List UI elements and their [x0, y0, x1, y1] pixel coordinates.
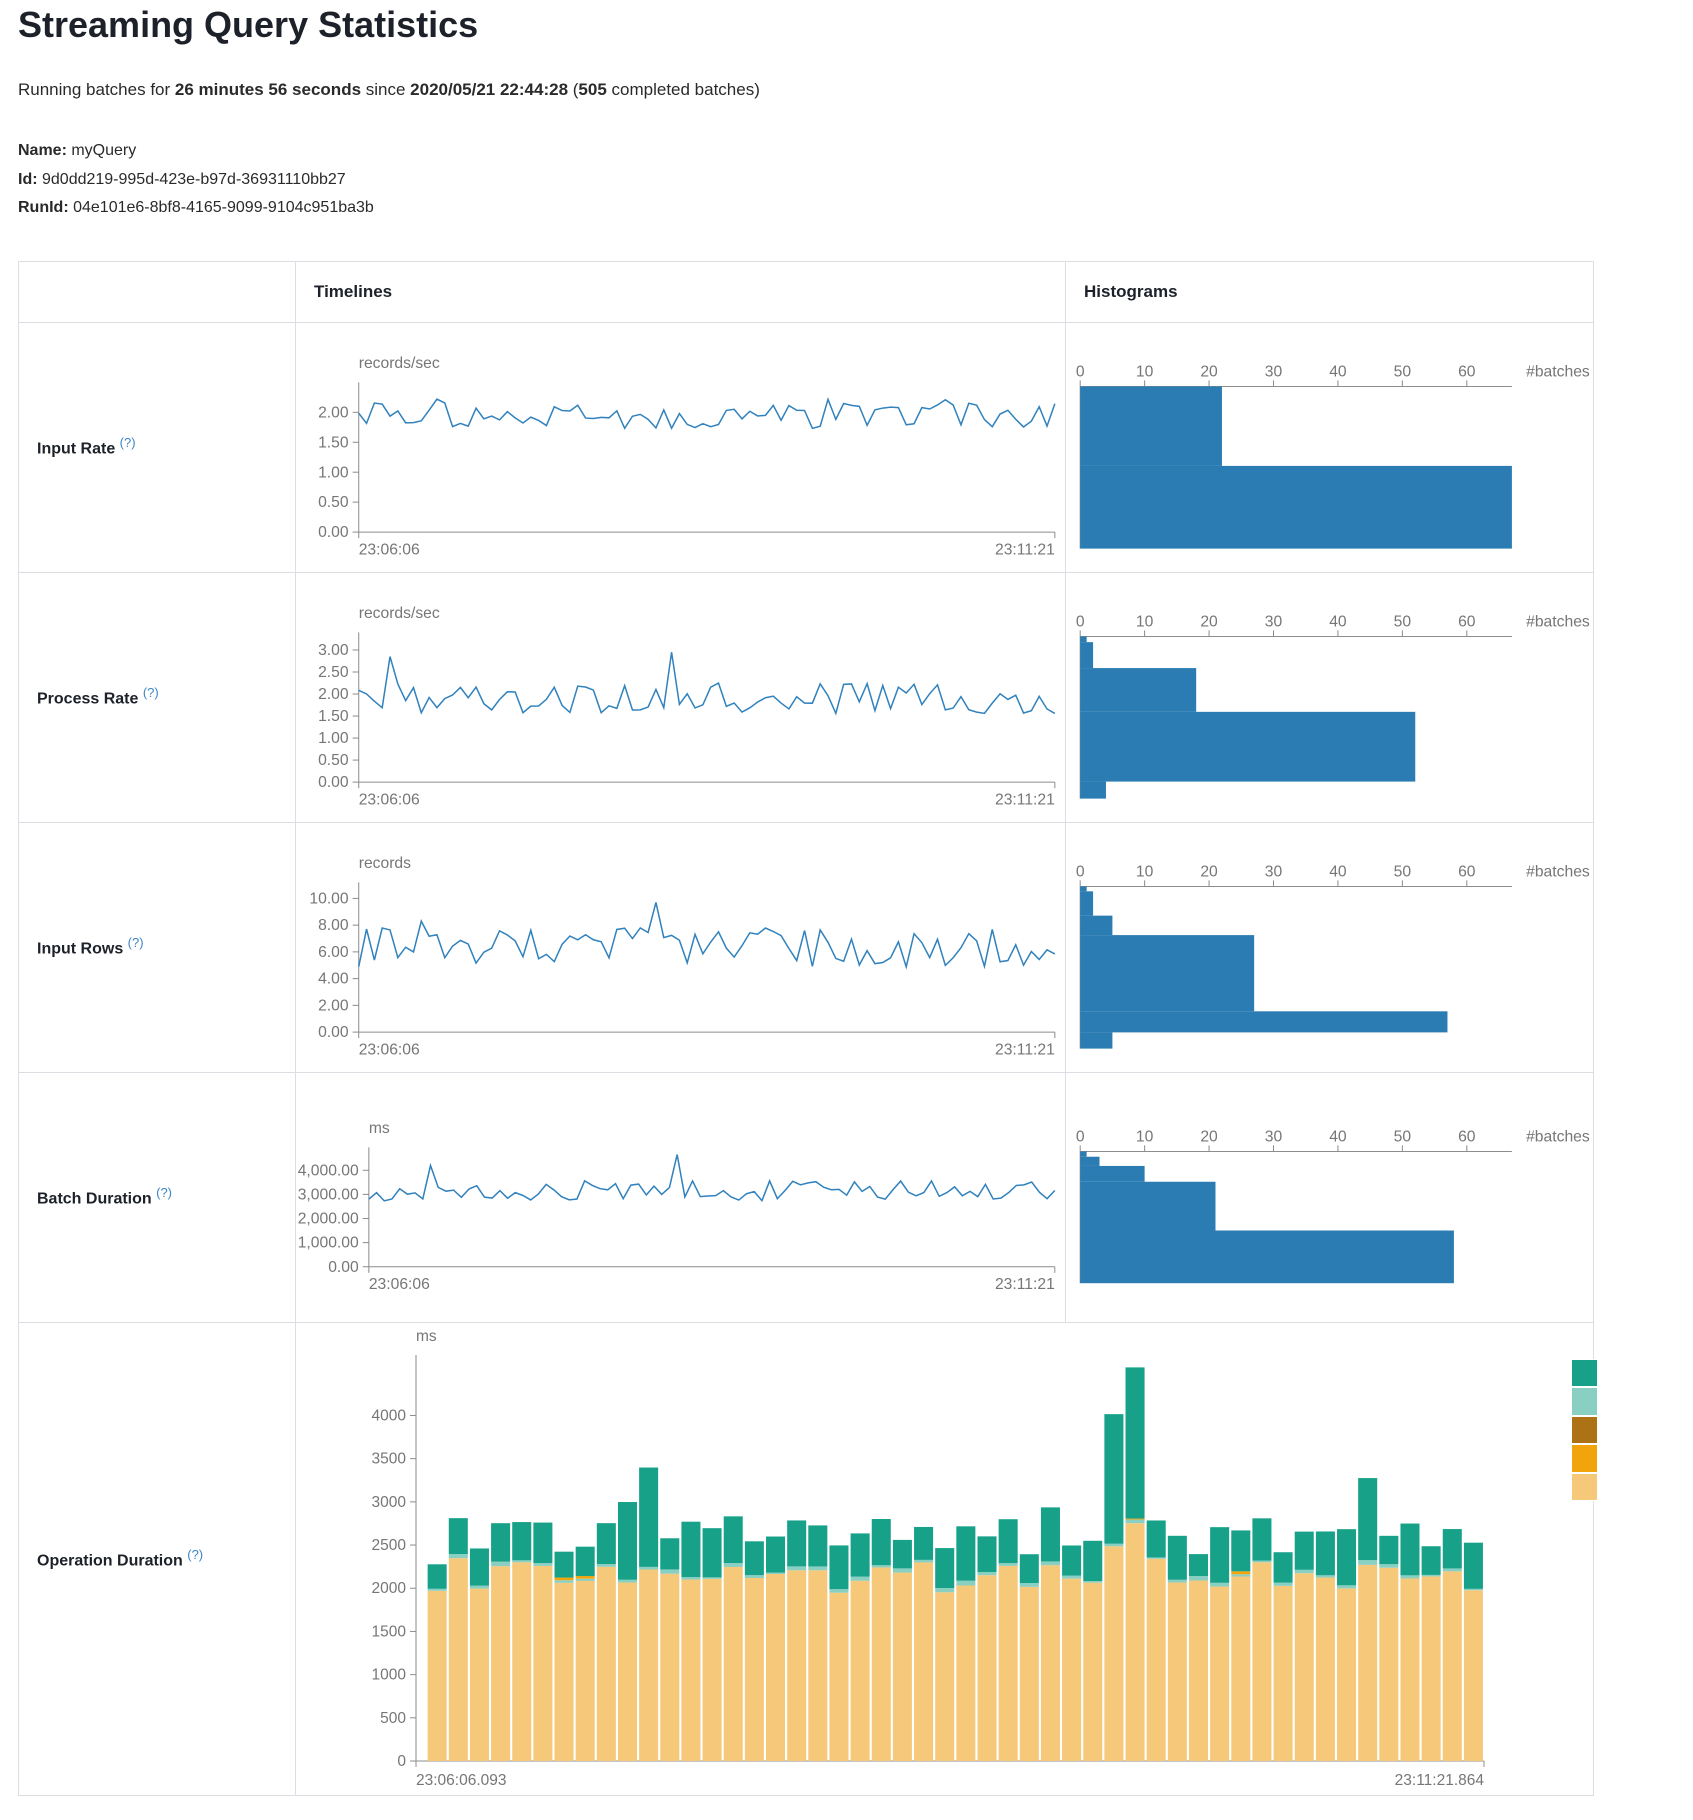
svg-text:0: 0 — [1076, 613, 1085, 630]
svg-text:0.50: 0.50 — [318, 752, 349, 769]
svg-text:0.00: 0.00 — [318, 774, 349, 791]
svg-text:50: 50 — [1394, 613, 1412, 630]
svg-text:23:11:21: 23:11:21 — [995, 1041, 1055, 1058]
svg-text:23:06:06: 23:06:06 — [359, 541, 420, 558]
svg-text:1.50: 1.50 — [318, 708, 349, 725]
svg-text:50: 50 — [1394, 1128, 1412, 1145]
svg-text:1500: 1500 — [372, 1623, 407, 1640]
svg-text:20: 20 — [1200, 1128, 1218, 1145]
svg-text:30: 30 — [1265, 363, 1283, 380]
svg-text:23:06:06: 23:06:06 — [359, 791, 420, 808]
svg-text:23:11:21: 23:11:21 — [995, 791, 1055, 808]
svg-text:10: 10 — [1136, 613, 1154, 630]
svg-text:23:06:06: 23:06:06 — [369, 1276, 430, 1293]
svg-text:6.00: 6.00 — [318, 944, 349, 961]
svg-text:50: 50 — [1394, 363, 1412, 380]
svg-text:60: 60 — [1458, 613, 1476, 630]
svg-text:23:06:06: 23:06:06 — [359, 1041, 420, 1058]
svg-text:23:11:21: 23:11:21 — [995, 541, 1055, 558]
svg-text:30: 30 — [1265, 1128, 1283, 1145]
svg-text:0: 0 — [1076, 1128, 1085, 1145]
svg-text:4,000.00: 4,000.00 — [298, 1162, 359, 1179]
svg-text:3000: 3000 — [372, 1493, 407, 1510]
svg-text:2.50: 2.50 — [318, 664, 349, 681]
svg-text:10: 10 — [1136, 1128, 1154, 1145]
svg-text:2.00: 2.00 — [318, 997, 349, 1014]
svg-text:0.00: 0.00 — [328, 1259, 359, 1276]
svg-text:0.00: 0.00 — [318, 524, 349, 541]
svg-text:#batches: #batches — [1526, 863, 1590, 880]
svg-text:2500: 2500 — [372, 1537, 407, 1554]
svg-text:0.50: 0.50 — [318, 494, 349, 511]
svg-text:2.00: 2.00 — [318, 404, 349, 421]
svg-text:1.50: 1.50 — [318, 434, 349, 451]
svg-text:1,000.00: 1,000.00 — [298, 1235, 359, 1252]
svg-text:0.00: 0.00 — [318, 1024, 349, 1041]
svg-text:60: 60 — [1458, 863, 1476, 880]
svg-text:23:06:06.093: 23:06:06.093 — [416, 1772, 507, 1789]
svg-text:records/sec: records/sec — [359, 355, 440, 372]
svg-text:ms: ms — [416, 1328, 437, 1345]
svg-text:2000: 2000 — [372, 1580, 407, 1597]
svg-text:20: 20 — [1200, 363, 1218, 380]
svg-text:2.00: 2.00 — [318, 686, 349, 703]
svg-text:#batches: #batches — [1526, 613, 1590, 630]
svg-text:40: 40 — [1329, 1128, 1347, 1145]
svg-text:23:11:21: 23:11:21 — [995, 1276, 1055, 1293]
svg-text:records/sec: records/sec — [359, 605, 440, 622]
svg-text:4.00: 4.00 — [318, 970, 349, 987]
svg-text:20: 20 — [1200, 613, 1218, 630]
svg-text:3,000.00: 3,000.00 — [298, 1186, 359, 1203]
svg-text:30: 30 — [1265, 863, 1283, 880]
svg-text:#batches: #batches — [1526, 1128, 1590, 1145]
svg-text:60: 60 — [1458, 363, 1476, 380]
svg-text:1.00: 1.00 — [318, 464, 349, 481]
svg-text:0: 0 — [1076, 363, 1085, 380]
svg-text:40: 40 — [1329, 863, 1347, 880]
svg-text:3500: 3500 — [372, 1450, 407, 1467]
svg-text:60: 60 — [1458, 1128, 1476, 1145]
svg-text:10: 10 — [1136, 363, 1154, 380]
svg-text:3.00: 3.00 — [318, 642, 349, 659]
svg-text:1000: 1000 — [372, 1666, 407, 1683]
svg-text:0: 0 — [1076, 863, 1085, 880]
svg-text:500: 500 — [380, 1709, 406, 1726]
svg-text:records: records — [359, 855, 411, 872]
svg-text:30: 30 — [1265, 613, 1283, 630]
svg-text:40: 40 — [1329, 613, 1347, 630]
svg-text:20: 20 — [1200, 863, 1218, 880]
svg-text:1.00: 1.00 — [318, 730, 349, 747]
svg-text:10.00: 10.00 — [309, 890, 349, 907]
svg-text:2,000.00: 2,000.00 — [298, 1211, 359, 1228]
svg-text:4000: 4000 — [372, 1407, 407, 1424]
svg-text:#batches: #batches — [1526, 363, 1590, 380]
svg-text:10: 10 — [1136, 863, 1154, 880]
svg-text:8.00: 8.00 — [318, 917, 349, 934]
svg-text:ms: ms — [369, 1120, 390, 1137]
svg-text:40: 40 — [1329, 363, 1347, 380]
svg-text:50: 50 — [1394, 863, 1412, 880]
svg-text:0: 0 — [397, 1753, 406, 1770]
svg-text:23:11:21.864: 23:11:21.864 — [1395, 1772, 1485, 1789]
